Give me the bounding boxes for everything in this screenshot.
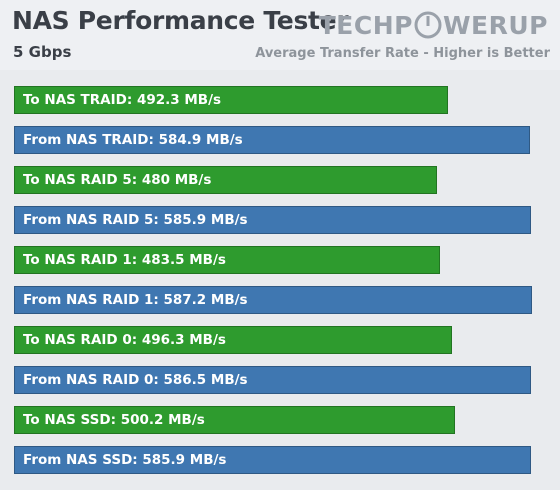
bar-from-nas: From NAS RAID 5: 585.9 MB/s (14, 206, 531, 234)
bar-to-nas: To NAS RAID 5: 480 MB/s (14, 166, 437, 194)
power-icon (414, 11, 442, 39)
bar-to-nas: To NAS RAID 0: 496.3 MB/s (14, 326, 452, 354)
plot-area: To NAS TRAID: 492.3 MB/s From NAS TRAID: … (0, 70, 560, 490)
chart-caption: Average Transfer Rate - Higher is Better (255, 46, 550, 61)
bar-from-nas: From NAS SSD: 585.9 MB/s (14, 446, 531, 474)
chart-subtitle: 5 Gbps (13, 43, 72, 61)
logo-text-right: WERUP (442, 10, 548, 40)
bar-to-nas: To NAS TRAID: 492.3 MB/s (14, 86, 448, 114)
bar-from-nas: From NAS RAID 0: 586.5 MB/s (14, 366, 531, 394)
chart-header: NAS Performance Tester 5 Gbps TECHP WERU… (0, 0, 560, 70)
chart-title: NAS Performance Tester (12, 6, 349, 35)
bar-from-nas: From NAS TRAID: 584.9 MB/s (14, 126, 530, 154)
bar-to-nas: To NAS RAID 1: 483.5 MB/s (14, 246, 440, 274)
bar-to-nas: To NAS SSD: 500.2 MB/s (14, 406, 455, 434)
techpowerup-logo: TECHP WERUP (319, 8, 548, 42)
logo-text-left: TECHP (318, 10, 413, 40)
bar-from-nas: From NAS RAID 1: 587.2 MB/s (14, 286, 532, 314)
